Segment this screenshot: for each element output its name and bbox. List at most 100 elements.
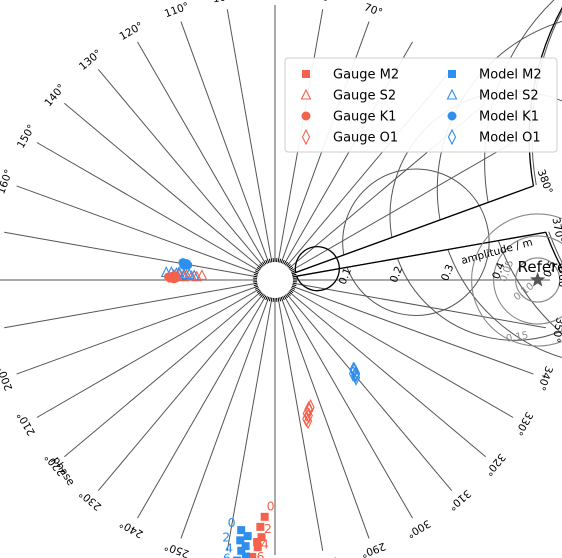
angle-tick-label-250: 250° <box>163 540 191 558</box>
contour-0.15 <box>471 213 562 347</box>
angle-tick-label-240: 240° <box>118 517 146 540</box>
inner-tick-155 <box>254 270 259 273</box>
spoke-220 <box>64 293 259 458</box>
angle-tick-label-280: 280° <box>311 555 338 558</box>
inner-tick-35 <box>289 266 294 271</box>
annotation-3: 6 <box>256 549 264 558</box>
spoke-120 <box>137 41 265 262</box>
spoke-170 <box>4 231 254 277</box>
inner-tick-320 <box>288 291 293 295</box>
inner-tick-60 <box>283 260 287 265</box>
angle-tick-label-210: 210° <box>15 410 38 438</box>
radial-tick-label-0.5: 0.5 <box>541 259 558 279</box>
spoke-350 <box>296 283 546 329</box>
legend-entry-6: Gauge O1 <box>333 131 398 146</box>
inner-tick-195 <box>253 284 258 287</box>
reference-label: Reference <box>518 258 562 276</box>
inner-tick-255 <box>268 297 271 302</box>
radial-tick-label-0.3: 0.3 <box>439 263 456 283</box>
inner-tick-235 <box>261 294 266 299</box>
point-model-o1-6 <box>351 366 360 384</box>
angle-tick-label-290: 290° <box>359 540 387 558</box>
point-gauge-m2-3 <box>253 538 262 547</box>
inner-tick-215 <box>256 289 261 294</box>
legend-entry-1: Model M2 <box>479 68 542 83</box>
spoke-330 <box>293 290 514 418</box>
point-model-m2-2 <box>236 536 245 545</box>
inner-tick-75 <box>279 258 282 263</box>
inner-tick-335 <box>291 287 296 290</box>
annotation-7: 6 <box>223 550 231 558</box>
point-model-m2-3 <box>241 542 250 551</box>
angle-tick-label-380: 380° <box>535 168 555 196</box>
annotation-5: 2 <box>222 530 230 545</box>
spoke-280 <box>278 301 324 551</box>
inner-tick-210 <box>255 288 260 292</box>
inner-tick-130 <box>260 262 264 267</box>
spoke-250 <box>180 300 268 539</box>
start-edge <box>296 231 546 277</box>
angle-tick-label-110: 110° <box>163 0 191 20</box>
spoke-230 <box>97 296 262 491</box>
point-model-s2-1 <box>183 268 195 279</box>
spoke-340 <box>295 287 534 375</box>
spoke-300 <box>285 298 413 519</box>
inner-tick-65 <box>282 259 285 264</box>
inner-tick-40 <box>288 265 293 269</box>
inner-tick-345 <box>292 284 297 287</box>
angle-tick-label-340: 340° <box>535 364 555 392</box>
angle-tick-label-310: 310° <box>446 487 473 512</box>
inner-tick-230 <box>260 293 264 298</box>
annotation-6: 4 <box>225 540 233 555</box>
point-gauge-k1-5 <box>164 272 174 282</box>
spoke-160 <box>16 185 255 273</box>
angle-tick-label-70: 70° <box>362 1 384 19</box>
spoke-260 <box>226 301 272 551</box>
inner-tick-310 <box>286 293 290 298</box>
inner-tick-105 <box>268 258 271 263</box>
point-gauge-m2-0 <box>260 512 269 521</box>
inner-tick-240 <box>263 295 267 300</box>
angle-tick-label-300: 300° <box>405 517 433 540</box>
legend-marker-7 <box>447 128 457 146</box>
spoke-320 <box>291 293 486 458</box>
inner-tick-125 <box>261 261 266 266</box>
inner-tick-305 <box>284 294 289 299</box>
spoke-290 <box>282 300 370 539</box>
end-edge <box>295 185 534 274</box>
legend-entry-4: Gauge K1 <box>333 110 396 125</box>
point-gauge-k1-6 <box>170 271 180 281</box>
radial-tick-label-0.2: 0.2 <box>388 265 405 285</box>
inner-tick-250 <box>267 296 270 301</box>
point-gauge-m2-4 <box>253 543 262 552</box>
inner-tick-145 <box>256 266 261 271</box>
inner-tick-30 <box>290 268 295 272</box>
inner-tick-325 <box>289 289 294 294</box>
point-gauge-m2-1 <box>256 522 265 531</box>
inner-tick-150 <box>255 268 260 272</box>
inner-tick-50 <box>286 262 290 267</box>
legend-entry-5: Model K1 <box>479 110 539 125</box>
inner-tick-200 <box>254 285 259 288</box>
inner-tick-370 <box>292 275 297 278</box>
inner-tick-340 <box>291 285 296 288</box>
inner-tick-115 <box>265 259 268 264</box>
spoke-140 <box>64 102 259 267</box>
angle-tick-label-120: 120° <box>118 20 146 43</box>
inner-tick-290 <box>280 296 283 301</box>
annotation-4: 0 <box>228 515 236 530</box>
angle-tick-label-330: 330° <box>512 410 535 438</box>
inner-tick-25 <box>291 270 296 273</box>
legend-marker-0 <box>302 70 310 78</box>
spoke-200 <box>16 287 255 375</box>
point-model-m2-4 <box>237 546 246 555</box>
angle-tick-label-140: 140° <box>42 82 67 109</box>
inner-tick-285 <box>279 297 282 302</box>
contour-0.10 <box>493 235 562 325</box>
ring-0.1 <box>342 168 490 316</box>
legend-marker-3 <box>446 88 458 100</box>
inner-tick-315 <box>287 292 291 296</box>
legend-marker-6 <box>301 128 311 146</box>
angle-tick-label-360: 360° <box>556 267 562 292</box>
